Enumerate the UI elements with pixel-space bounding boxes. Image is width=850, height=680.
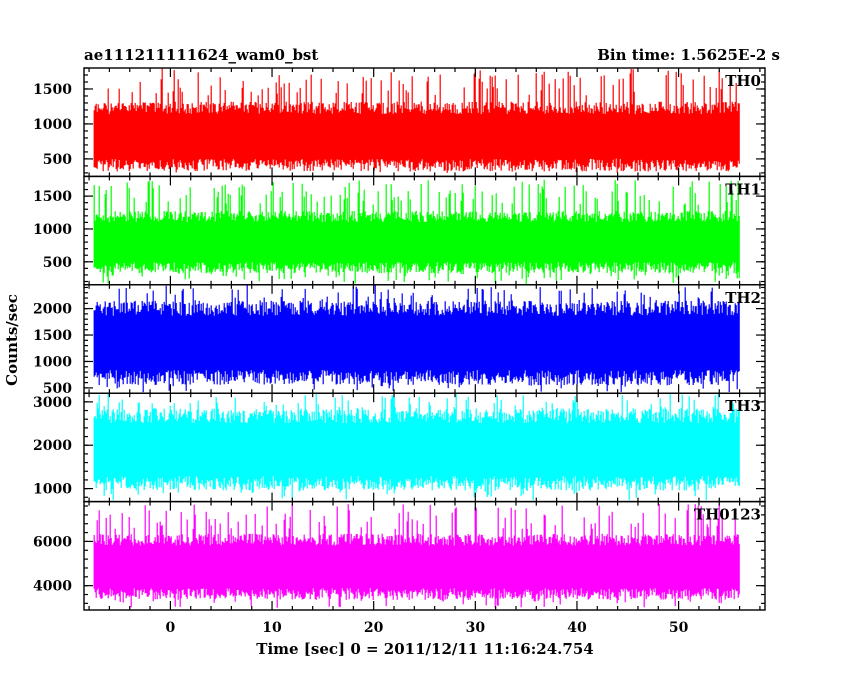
series-th0123 [93, 503, 740, 608]
panel-th0123: 4000 6000 TH0123 [33, 500, 766, 611]
y-tick-label: 4000 [33, 579, 72, 595]
y-tick-label: 500 [43, 255, 72, 271]
panel-label-th0: TH0 [725, 72, 761, 90]
y-tick-label: 1500 [33, 82, 72, 98]
y-tick-label: 500 [43, 381, 72, 397]
y-tick-label: 2000 [33, 302, 72, 318]
y-tick-label: 1000 [33, 354, 72, 370]
x-tick-label: 20 [364, 620, 384, 636]
panel-frame [83, 500, 766, 611]
y-tick-label: 1000 [33, 482, 72, 498]
x-tick-label: 30 [466, 620, 486, 636]
y-tick-label: 500 [43, 152, 72, 168]
y-tick-label: 1000 [33, 117, 72, 133]
y-tick-label: 6000 [33, 534, 72, 550]
y-tick-label: 1000 [33, 222, 72, 238]
series-th2 [93, 285, 740, 393]
x-axis-label: Time [sec] 0 = 2011/12/11 11:16:24.754 [256, 640, 593, 658]
panel-th0: 500 1000 1500 TH0 [33, 67, 766, 178]
panel-label-th3: TH3 [725, 397, 761, 415]
panel-th3: 1000 2000 3000 TH3 [33, 392, 766, 503]
series-th3 [93, 393, 740, 501]
y-tick-label: 1500 [33, 189, 72, 205]
x-tick-label: 10 [262, 620, 282, 636]
y-tick-label: 2000 [33, 438, 72, 454]
x-tick-label: 0 [166, 620, 176, 636]
y-axis-label: Counts/sec [3, 294, 21, 386]
panel-label-th0123: TH0123 [694, 506, 761, 524]
x-tick-label: 50 [669, 620, 689, 636]
panel-th2: 500 1000 1500 2000 TH2 [33, 284, 766, 397]
chart-title: ae111211111624_wam0_bst [84, 46, 318, 64]
series-th0 [93, 68, 740, 173]
bin-time-label: Bin time: 1.5625E-2 s [597, 46, 780, 64]
panel-label-th1: TH1 [725, 180, 761, 198]
series-th1 [93, 179, 740, 285]
y-tick-label: 3000 [33, 395, 72, 411]
panel-label-th2: TH2 [725, 289, 761, 307]
panel-th1: 500 1000 1500 TH1 [33, 175, 766, 286]
y-tick-label: 1500 [33, 328, 72, 344]
x-tick-label: 40 [567, 620, 587, 636]
